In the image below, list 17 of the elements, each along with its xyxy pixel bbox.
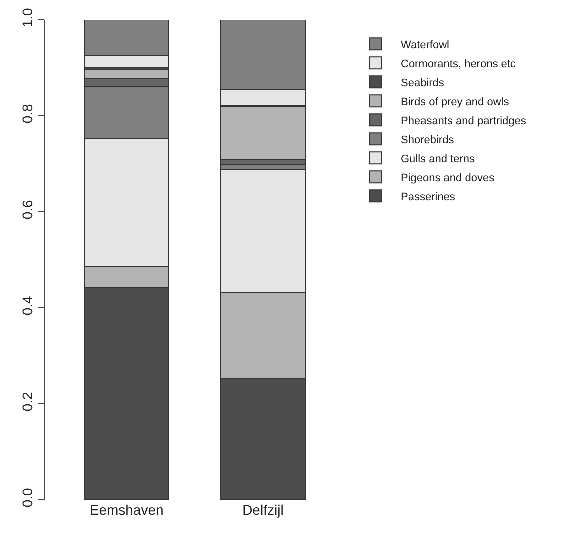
legend-label: Shorebirds: [401, 134, 455, 146]
y-tick-label: 0.8: [19, 104, 36, 124]
legend-label: Passerines: [401, 191, 456, 204]
x-tick-label: Eemshaven: [90, 502, 164, 518]
y-tick-label: 1.0: [19, 8, 36, 28]
legend-label: Gulls and terns: [401, 153, 476, 166]
legend-label: Waterfowl: [401, 39, 450, 52]
y-tick-label: 0.0: [19, 488, 36, 508]
y-tick-label: 0.4: [19, 296, 36, 316]
legend-label: Pigeons and doves: [401, 172, 496, 184]
legend-label: Seabirds: [401, 77, 445, 90]
y-tick-label: 0.6: [19, 200, 36, 220]
x-tick-label: Delfzijl: [242, 502, 284, 518]
y-tick-label: 0.2: [19, 392, 36, 412]
legend-label: Birds of prey and owls: [401, 96, 510, 108]
legend-label: Cormorants, herons etc: [401, 58, 516, 70]
legend-label: Pheasants and partridges: [401, 115, 527, 128]
